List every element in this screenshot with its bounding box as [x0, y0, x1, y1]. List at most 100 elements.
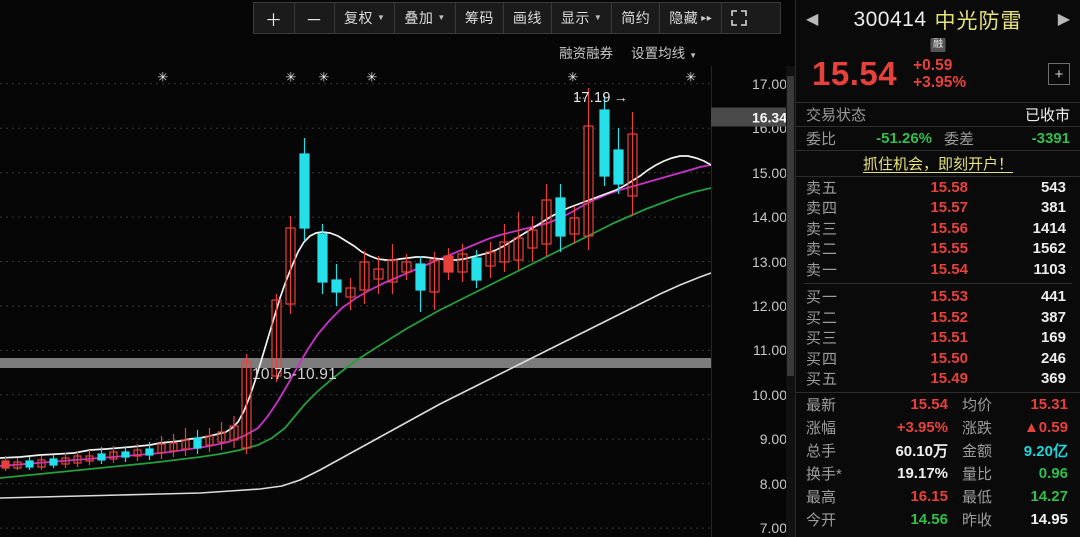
stats-table: 最新 15.54 均价 15.31 涨幅 +3.95% 涨跌 ▲0.59 总手 … [796, 393, 1080, 531]
stat-label: 最低 [962, 489, 993, 506]
hide-button[interactable]: 隐藏 ▸▸ [660, 3, 723, 33]
candlestick-plot[interactable]: 17.19 → 10.75-10.91 [0, 66, 711, 537]
adjust-price-dropdown[interactable]: 复权 ▼ [335, 3, 396, 33]
zoom-in-button[interactable]: ＋ [254, 3, 295, 33]
bid-row[interactable]: 买三 15.51 169 [796, 328, 1080, 349]
stat-label: 最新 [806, 397, 837, 414]
ask-price: 15.57 [930, 199, 968, 217]
divider [796, 176, 1080, 177]
chevron-down-icon: ▼ [437, 13, 446, 22]
adjust-price-label: 复权 [344, 10, 373, 26]
stats-row: 换手* 19.17% 量比 0.96 [796, 462, 1080, 485]
event-marker-glyph: ✳ [685, 69, 697, 85]
ask-level-label: 卖三 [806, 220, 839, 238]
bid-volume: 369 [1040, 370, 1066, 388]
stat-label: 涨跌 [962, 420, 993, 437]
fullscreen-button[interactable] [722, 3, 757, 33]
event-marker-icon[interactable]: ✳ [367, 71, 378, 84]
price-axis: 17.00 16.00 15.00 14.00 13.00 12.00 11.0… [711, 66, 795, 537]
bid-price: 15.49 [930, 370, 968, 388]
overlay-dropdown[interactable]: 叠加 ▼ [395, 3, 456, 33]
order-ratio-row: 委比 -51.26% 委差 -3391 [796, 127, 1080, 150]
bid-row[interactable]: 买五 15.49 369 [796, 369, 1080, 390]
simple-mode-label: 简约 [621, 10, 651, 26]
ask-list: 卖五 15.58 543 卖四 15.57 381 卖三 15.56 1414 … [796, 177, 1080, 280]
chart-scrollbar-thumb[interactable] [787, 76, 794, 376]
price-tick: 11.00 [753, 342, 787, 359]
open-account-promo-link[interactable]: 抓住机会，即刻开户！ [796, 151, 1080, 176]
stat-label: 换手* [806, 466, 842, 483]
trade-status-label: 交易状态 [806, 107, 867, 124]
stat-label: 最高 [806, 489, 837, 506]
current-price-tag: 16.34 [711, 107, 795, 127]
set-ma-dropdown[interactable]: 设置均线 ▼ [631, 42, 697, 62]
price-tick: 15.00 [751, 164, 787, 181]
stat-label: 涨幅 [806, 420, 837, 437]
price-tick: 9.00 [759, 431, 787, 448]
weibi-value: -51.26% [876, 130, 932, 147]
chevron-down-icon: ▼ [377, 13, 386, 22]
simple-mode-button[interactable]: 简约 [612, 3, 661, 33]
stat-value: 60.10万 [895, 443, 948, 460]
stat-label: 昨收 [962, 512, 993, 529]
bid-level-label: 买二 [806, 309, 839, 327]
ask-level-label: 卖四 [806, 200, 839, 218]
stat-value: 0.96 [1038, 465, 1068, 482]
next-stock-button[interactable]: ▶ [1057, 11, 1070, 28]
bid-volume: 441 [1040, 288, 1066, 306]
chart-panel: ＋ － 复权 ▼ 叠加 ▼ 筹码 画线 显示 ▼ 简约 隐藏 ▸▸ 融资融券 设置均线 ▼… [0, 0, 795, 537]
zoom-in-label: ＋ [265, 10, 283, 30]
stock-name: 中光防雷 [934, 10, 1023, 33]
bid-level-label: 买三 [806, 330, 839, 348]
high-price-annotation: 17.19 → [573, 89, 628, 106]
stat-value: 14.27 [1030, 488, 1068, 505]
price-tick: 7.00 [759, 520, 787, 537]
prev-stock-button[interactable]: ◀ [806, 11, 819, 28]
bid-row[interactable]: 买二 15.52 387 [796, 307, 1080, 328]
bid-row[interactable]: 买四 15.50 246 [796, 348, 1080, 369]
event-marker-icon[interactable]: ✳ [568, 71, 579, 84]
stat-value: 15.54 [910, 396, 948, 413]
stats-row: 总手 60.10万 金额 9.20亿 [796, 439, 1080, 462]
event-marker-icon[interactable]: ✳ [286, 71, 297, 84]
ask-volume: 1562 [1032, 240, 1066, 258]
stat-value: 14.95 [1030, 511, 1068, 528]
ask-row[interactable]: 卖四 15.57 381 [796, 198, 1080, 219]
open-account-promo-label: 抓住机会，即刻开户！ [862, 156, 1013, 173]
stat-label: 金额 [962, 443, 993, 460]
event-marker-glyph: ✳ [318, 69, 330, 85]
bid-row[interactable]: 买一 15.53 441 [796, 287, 1080, 308]
current-price-value: 16.34 [751, 109, 787, 125]
chart-subbar: 融资融券 设置均线 ▼ [507, 40, 697, 64]
chips-button[interactable]: 筹码 [455, 3, 504, 33]
double-chevron-right-icon: ▸▸ [701, 12, 713, 24]
ask-volume: 1103 [1033, 260, 1066, 278]
weicha-value: -3391 [1031, 130, 1070, 147]
add-to-watchlist-button[interactable]: + [1048, 63, 1070, 85]
set-ma-label: 设置均线 [631, 46, 686, 61]
ask-row[interactable]: 卖三 15.56 1414 [796, 218, 1080, 239]
quote-panel: ◀ 300414 中光防雷 ▶ 融 15.54 +0.59 +3.95% + 交… [795, 0, 1080, 537]
bid-list: 买一 15.53 441 买二 15.52 387 买三 15.51 169 买… [796, 287, 1080, 390]
event-marker-icon[interactable]: ✳ [319, 71, 330, 84]
ask-row[interactable]: 卖二 15.55 1562 [796, 239, 1080, 260]
event-marker-icon[interactable]: ✳ [686, 71, 697, 84]
display-dropdown[interactable]: 显示 ▼ [551, 3, 613, 33]
stat-label: 量比 [962, 466, 993, 483]
weibi-label: 委比 [806, 131, 837, 148]
ask-row[interactable]: 卖五 15.58 543 [796, 177, 1080, 198]
price-change-block: +0.59 +3.95% [913, 57, 966, 92]
event-marker-icon[interactable]: ✳ [158, 71, 169, 84]
arrow-right-icon: → [613, 89, 629, 105]
divider [796, 392, 1080, 393]
divider [796, 102, 1080, 103]
chart-toolbar: ＋ － 复权 ▼ 叠加 ▼ 筹码 画线 显示 ▼ 简约 隐藏 ▸▸ [253, 2, 781, 34]
margin-trading-button[interactable]: 融资融券 [559, 42, 613, 62]
zoom-out-label: － [305, 10, 323, 30]
ask-row[interactable]: 卖一 15.54 1103 [796, 259, 1080, 280]
zoom-out-button[interactable]: － [294, 3, 335, 33]
stats-row: 涨幅 +3.95% 涨跌 ▲0.59 [796, 416, 1080, 439]
stats-row: 最高 16.15 最低 14.27 [796, 485, 1080, 508]
draw-line-button[interactable]: 画线 [503, 3, 552, 33]
chart-scrollbar[interactable] [786, 66, 795, 537]
